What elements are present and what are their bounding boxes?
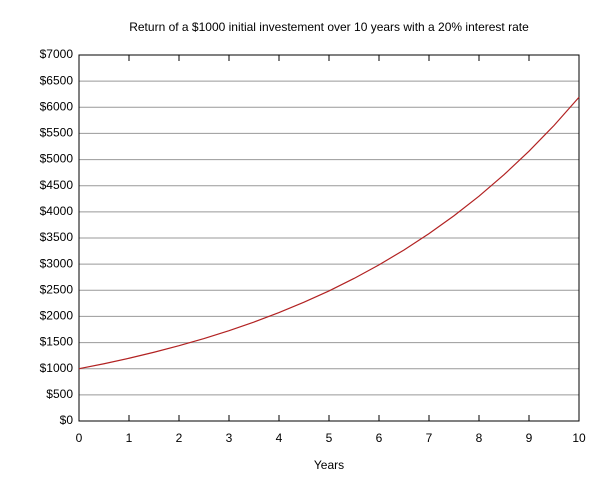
x-tick-label: 6 (376, 431, 383, 445)
y-tick-label: $4000 (40, 204, 74, 218)
y-tick-label: $1500 (40, 335, 74, 349)
x-tick-label: 0 (76, 431, 83, 445)
y-tick-label: $6000 (40, 99, 74, 113)
y-tick-label: $3500 (40, 230, 74, 244)
chart-title: Return of a $1000 initial investement ov… (129, 20, 529, 34)
y-tick-label: $5000 (40, 152, 74, 166)
x-tick-label: 8 (476, 431, 483, 445)
y-tick-label: $3000 (40, 256, 74, 270)
y-tick-label: $2000 (40, 309, 74, 323)
y-tick-label: $4500 (40, 178, 74, 192)
x-axis-label: Years (314, 458, 344, 472)
line-series (78, 96, 580, 370)
y-tick-label: $6500 (40, 73, 74, 87)
y-tick-label: $0 (60, 413, 74, 427)
x-tick-label: 5 (326, 431, 333, 445)
x-tick-label: 4 (276, 431, 283, 445)
y-tick-label: $5500 (40, 126, 74, 140)
y-tick-label: $500 (46, 387, 73, 401)
x-tick-label: 2 (176, 431, 183, 445)
x-tick-label: 10 (572, 431, 586, 445)
x-tick-label: 1 (126, 431, 133, 445)
x-tick-label: 9 (526, 431, 533, 445)
y-tick-label: $2500 (40, 282, 74, 296)
y-tick-label: $7000 (40, 47, 74, 61)
x-tick-label: 3 (226, 431, 233, 445)
x-tick-label: 7 (426, 431, 433, 445)
plot-frame (78, 54, 580, 422)
y-tick-label: $1000 (40, 361, 74, 375)
